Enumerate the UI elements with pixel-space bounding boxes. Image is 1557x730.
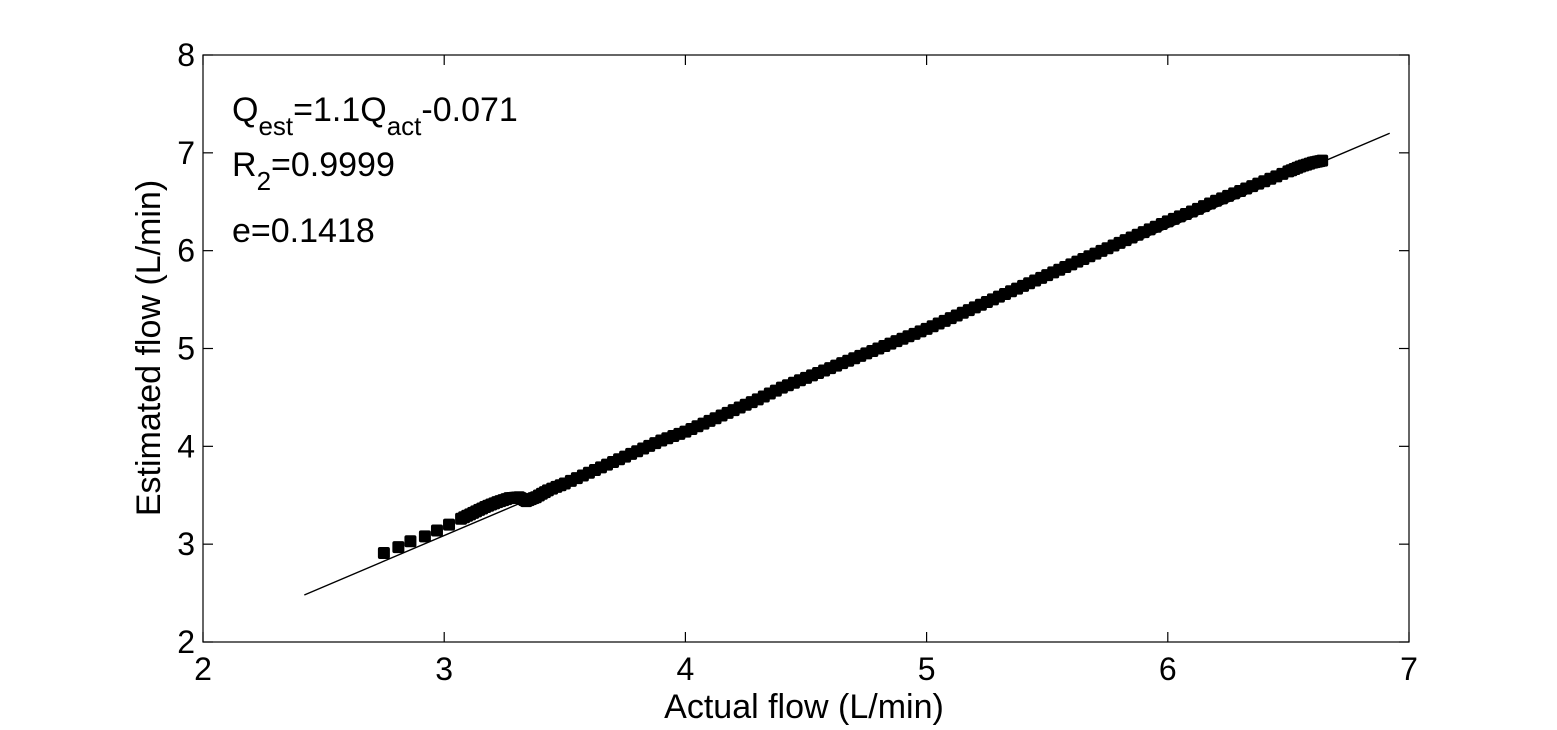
data-point: [404, 535, 417, 548]
y-tick-label: 7: [177, 135, 195, 171]
x-tick-label: 3: [435, 651, 453, 687]
x-tick-label: 4: [677, 651, 695, 687]
x-tick-label: 6: [1159, 651, 1177, 687]
y-tick-label: 6: [177, 233, 195, 269]
data-point: [430, 524, 443, 537]
axis-ticks: 2 3 4 5 6 7 2 3 4 5 6 7 8: [177, 37, 1418, 687]
r2-base: R: [232, 146, 257, 184]
data-point: [377, 546, 390, 559]
x-axis-title: Actual flow (L/min): [664, 688, 944, 726]
r2-value: =0.9999: [271, 146, 395, 184]
x-tick-label: 5: [918, 651, 936, 687]
y-tick-label: 5: [177, 331, 195, 367]
r2-subscript: 2: [257, 166, 271, 196]
equation-annotation: Qest=1.1Qact-0.071: [232, 91, 518, 141]
y-tick-label: 2: [177, 624, 195, 660]
y-tick-label: 3: [177, 526, 195, 562]
equation-mid: =1.1Q: [293, 91, 387, 129]
equation-lhs-subscript: est: [258, 111, 293, 141]
x-tick-label: 7: [1400, 651, 1418, 687]
y-axis-title: Estimated flow (L/min): [130, 180, 168, 516]
equation-rhs: -0.071: [421, 91, 517, 129]
data-point: [443, 518, 456, 531]
y-tick-label: 4: [177, 428, 195, 464]
data-points: [377, 154, 1329, 559]
equation-lhs: Q: [232, 91, 258, 129]
error-annotation: e=0.1418: [232, 212, 375, 250]
r2-annotation: R2=0.9999: [232, 146, 395, 196]
equation-mid-subscript: act: [387, 111, 422, 141]
x-tick-label: 2: [194, 651, 212, 687]
y-tick-label: 8: [177, 37, 195, 73]
data-point: [1316, 154, 1329, 167]
data-point: [418, 530, 431, 543]
data-point: [392, 541, 405, 554]
